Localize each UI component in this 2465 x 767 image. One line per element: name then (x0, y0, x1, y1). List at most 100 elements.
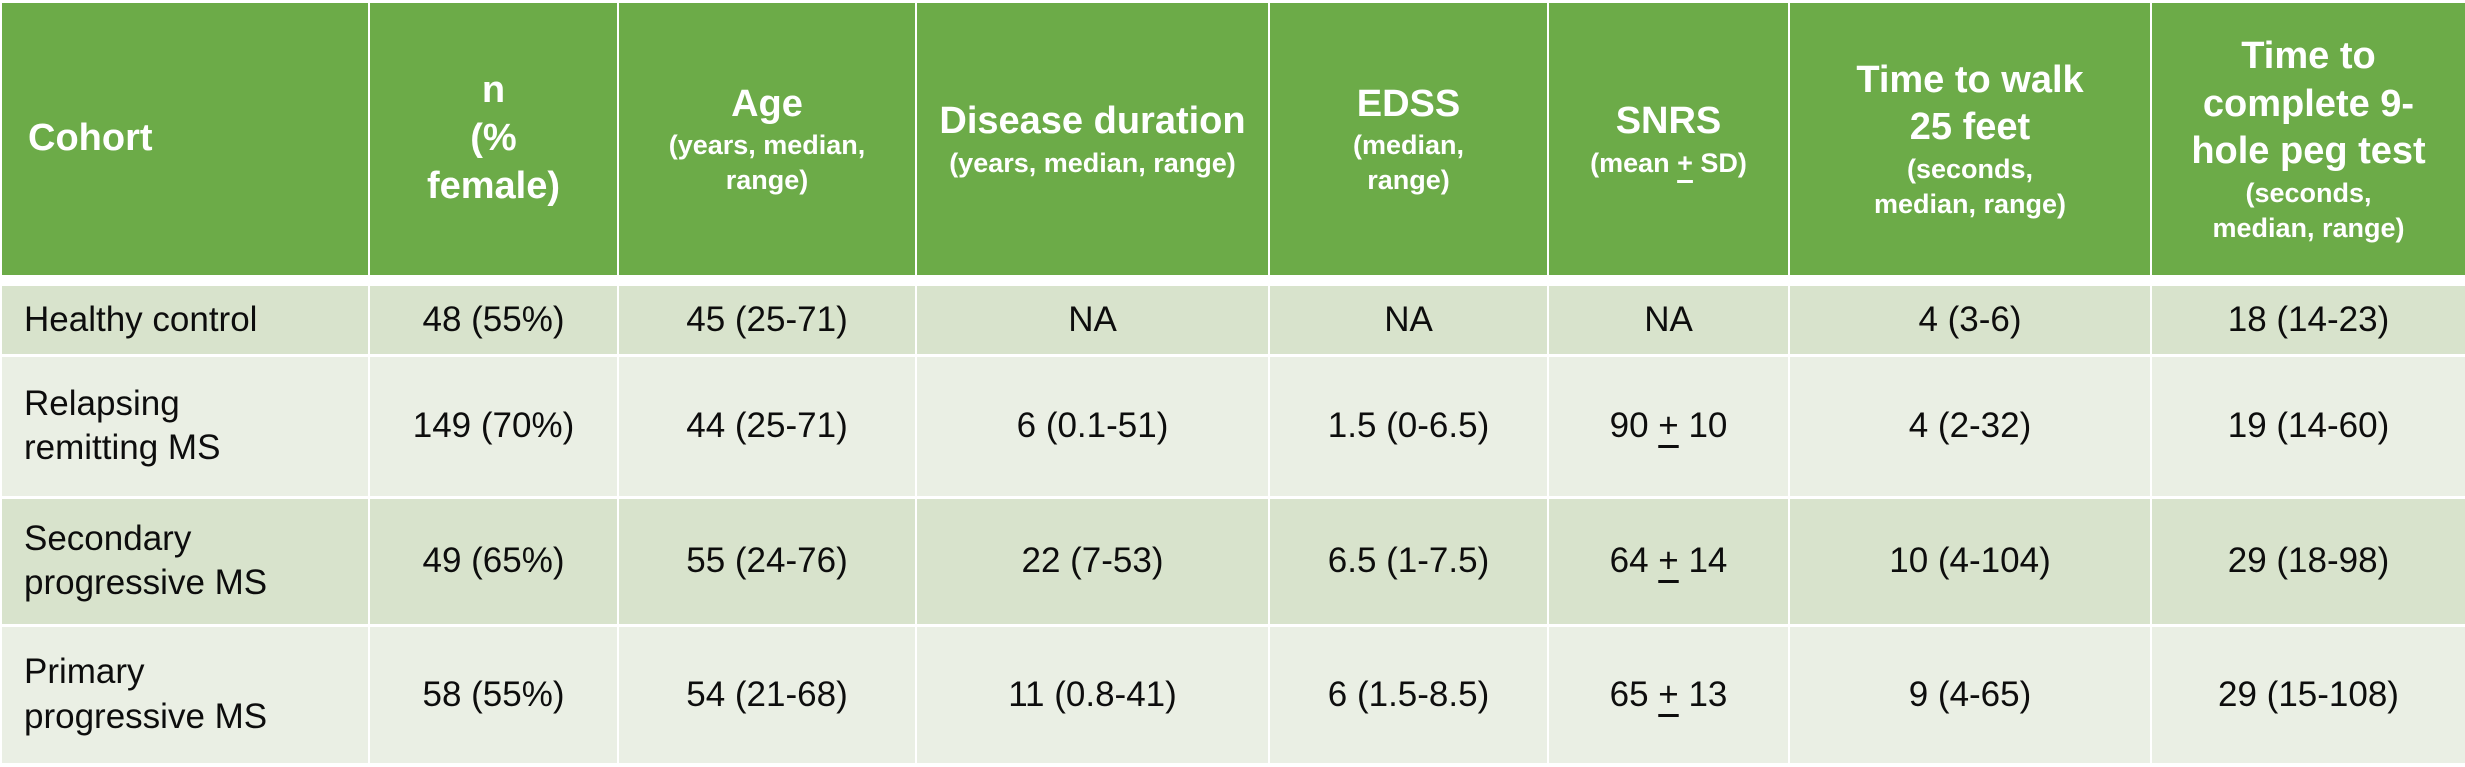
cell-healthy-control-cohort: Healthy control (0, 278, 370, 358)
plus-minus-value: 64 + 14 (1610, 541, 1728, 580)
column-header-edss: EDSS (median, range) (1268, 0, 1549, 286)
cell-relapsing-remitting-ms-cohort: Relapsing remitting MS (0, 354, 370, 499)
cell-secondary-progressive-ms-n-percent-female: 49 (65%) (368, 495, 619, 628)
cell-secondary-progressive-ms-time-to-walk-25-feet: 10 (4-104) (1788, 495, 2152, 628)
value-before-plus: (mean (1590, 147, 1678, 178)
cell-relapsing-remitting-ms-time-9-hole-peg-test: 19 (14-60) (2150, 354, 2465, 499)
cell-secondary-progressive-ms-age: 55 (24-76) (617, 495, 917, 628)
cohort-label-line: Healthy control (24, 299, 258, 339)
plus-minus-sign: + (1658, 674, 1679, 714)
text-line: (years, median, range) (949, 147, 1236, 178)
cell-healthy-control-n-percent-female: 48 (55%) (368, 278, 619, 358)
cell-primary-progressive-ms-edss: 6 (1.5-8.5) (1268, 624, 1549, 767)
text-line: Time to walk (1856, 58, 2084, 101)
cell-healthy-control-edss: NA (1268, 278, 1549, 358)
cohort-label-line: Secondary (24, 518, 192, 558)
cell-value: 6 (1.5-8.5) (1327, 674, 1490, 714)
cell-value: 22 (7-53) (1021, 540, 1164, 580)
cell-secondary-progressive-ms-edss: 6.5 (1-7.5) (1268, 495, 1549, 628)
value-before-plus: 64 (1609, 540, 1659, 580)
text-line: complete 9- (2202, 82, 2415, 125)
cell-secondary-progressive-ms-snrs: 64 + 14 (1547, 495, 1790, 628)
table-body: Healthy control 48 (55%) 45 (25-71) NA NA NA 4… (0, 278, 2465, 767)
text-line: median, range) (1873, 188, 2067, 219)
plus-minus-sign: + (1658, 540, 1679, 580)
text-line: range) (1367, 164, 1450, 195)
cell-value: NA (1384, 299, 1433, 339)
cell-value: 29 (18-98) (2227, 540, 2390, 580)
text-line: Disease duration (939, 99, 1246, 142)
plus-minus-value: 90 + 10 (1610, 406, 1728, 445)
cell-value: 45 (25-71) (686, 299, 848, 339)
cohort-label-line: progressive MS (24, 697, 268, 737)
cell-secondary-progressive-ms-cohort: Secondary progressive MS (0, 495, 370, 628)
table-row-relapsing-remitting-ms: Relapsing remitting MS 149 (70%) 44 (25-71)… (0, 354, 2465, 499)
value-after-plus: 14 (1678, 540, 1728, 580)
cell-primary-progressive-ms-cohort: Primary progressive MS (0, 624, 370, 767)
plus-minus-value: (mean + SD) (1550, 146, 1787, 181)
cell-value: 54 (21-68) (686, 674, 848, 714)
cell-primary-progressive-ms-snrs: 65 + 13 (1547, 624, 1790, 767)
cell-secondary-progressive-ms-disease-duration: 22 (7-53) (915, 495, 1270, 628)
cell-relapsing-remitting-ms-snrs: 90 + 10 (1547, 354, 1790, 499)
cell-primary-progressive-ms-n-percent-female: 58 (55%) (368, 624, 619, 767)
cell-healthy-control-age: 45 (25-71) (617, 278, 917, 358)
cell-value: 9 (4-65) (1908, 674, 2032, 714)
cohort-label-line: Primary (24, 652, 145, 692)
value-before-plus: 90 (1609, 406, 1659, 446)
cell-primary-progressive-ms-age: 54 (21-68) (617, 624, 917, 767)
plus-minus-sign: + (1658, 406, 1679, 446)
table-row-primary-progressive-ms: Primary progressive MS 58 (55%) 54 (21-68) 1… (0, 624, 2465, 767)
column-header-time-9-hole-peg-test: Time to complete 9- hole peg test (seconds,… (2150, 0, 2465, 286)
column-header-age: Age (years, median, range) (617, 0, 917, 286)
cohort-label-line: Relapsing (24, 383, 180, 423)
text-line: Age (731, 82, 803, 125)
cell-value: 10 (4-104) (1889, 540, 2051, 580)
text-line: median, range) (2212, 212, 2405, 243)
text-line: EDSS (1356, 82, 1461, 125)
table-header: Cohort n (% female) Age (years, median, range)… (0, 0, 2465, 286)
cell-healthy-control-snrs: NA (1547, 278, 1790, 358)
cell-value: 1.5 (0-6.5) (1327, 406, 1490, 446)
cell-healthy-control-disease-duration: NA (915, 278, 1270, 358)
text-line: female) (426, 164, 561, 207)
cell-value: 4 (3-6) (1918, 299, 2022, 339)
cell-relapsing-remitting-ms-age: 44 (25-71) (617, 354, 917, 499)
value-before-plus: 65 (1609, 674, 1659, 714)
cell-value: 149 (70%) (412, 406, 575, 446)
text-line: 25 feet (1909, 106, 2031, 149)
cell-relapsing-remitting-ms-edss: 1.5 (0-6.5) (1268, 354, 1549, 499)
cell-secondary-progressive-ms-time-9-hole-peg-test: 29 (18-98) (2150, 495, 2465, 628)
cell-value: 48 (55%) (422, 299, 565, 339)
table-row-healthy-control: Healthy control 48 (55%) 45 (25-71) NA NA NA 4… (0, 278, 2465, 358)
text-line: (seconds, (1906, 154, 2034, 185)
text-line: n (481, 69, 506, 112)
text-line: Time to (2241, 34, 2376, 77)
text-line: SNRS (1615, 99, 1722, 142)
text-line: range) (725, 164, 809, 195)
cell-value: 18 (14-23) (2227, 299, 2390, 339)
text-line: Cohort (28, 117, 153, 160)
cell-value: 6.5 (1-7.5) (1327, 540, 1490, 580)
cell-value: 49 (65%) (422, 540, 565, 580)
cell-value: NA (1644, 299, 1693, 339)
cohort-label-line: remitting MS (24, 428, 221, 468)
text-line: (seconds, (2245, 178, 2372, 209)
header-row: Cohort n (% female) Age (years, median, range)… (0, 0, 2465, 286)
column-header-cohort: Cohort (0, 0, 370, 286)
value-after-plus: SD) (1692, 147, 1747, 178)
value-after-plus: 10 (1678, 406, 1728, 446)
cell-value: 58 (55%) (422, 674, 565, 714)
cell-value: 29 (15-108) (2218, 674, 2399, 714)
text-line: (% (470, 117, 517, 160)
cell-healthy-control-time-9-hole-peg-test: 18 (14-23) (2150, 278, 2465, 358)
plus-minus-sign: + (1677, 147, 1693, 178)
text-line: hole peg test (2191, 130, 2426, 173)
column-header-time-to-walk-25-feet: Time to walk 25 feet (seconds, median, rang… (1788, 0, 2152, 286)
cell-primary-progressive-ms-disease-duration: 11 (0.8-41) (915, 624, 1270, 767)
column-header-snrs: SNRS (mean + SD) (1547, 0, 1790, 286)
column-header-n-percent-female: n (% female) (368, 0, 619, 286)
table-row-secondary-progressive-ms: Secondary progressive MS 49 (65%) 55 (24-76… (0, 495, 2465, 628)
cell-primary-progressive-ms-time-9-hole-peg-test: 29 (15-108) (2150, 624, 2465, 767)
